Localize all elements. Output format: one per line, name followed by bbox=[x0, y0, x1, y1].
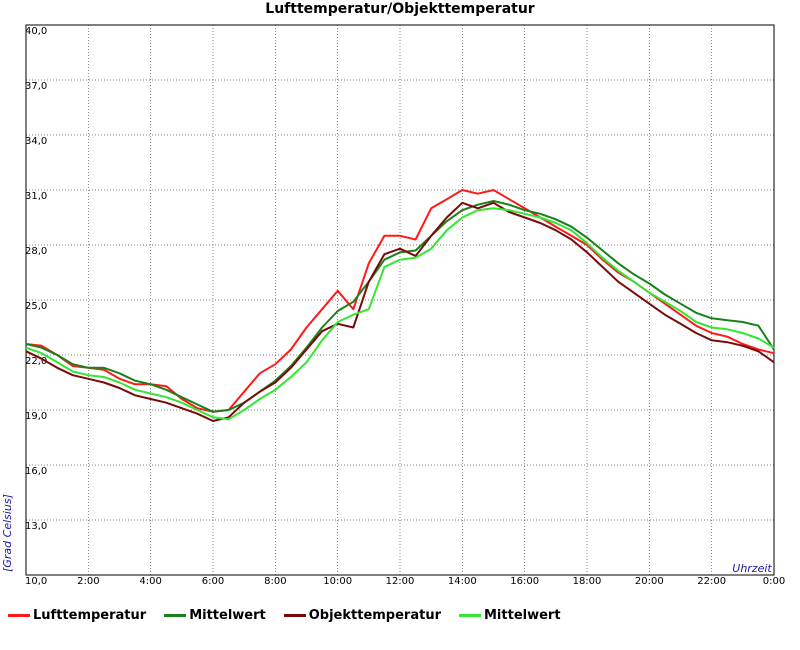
legend: Lufttemperatur Mittelwert Objekttemperat… bbox=[8, 608, 561, 623]
y-tick-label: 40,0 bbox=[25, 26, 47, 37]
legend-item-mittelwert-objekt: Mittelwert bbox=[459, 608, 561, 623]
x-axis-ticks: 10,0 2:00 4:00 6:00 8:00 10:00 12:00 14:00 16:00… bbox=[25, 576, 785, 587]
y-tick-label: 31,0 bbox=[25, 191, 47, 202]
y-tick-label: 16,0 bbox=[25, 466, 47, 477]
x-tick-label: 20:00 bbox=[635, 576, 664, 587]
series-lines bbox=[25, 189, 775, 422]
y-tick-label: 19,0 bbox=[25, 411, 47, 422]
y-axis-ticks: 13,0 16,0 19,0 22,0 25,0 28,0 31,0 34,0 37,0 40,0 bbox=[25, 26, 47, 532]
x-tick-label: 0:00 bbox=[763, 576, 785, 587]
y-axis-label: [Grad Celsius] bbox=[1, 494, 14, 572]
x-tick-label: 8:00 bbox=[264, 576, 286, 587]
legend-swatch bbox=[8, 614, 30, 617]
y-tick-label: 25,0 bbox=[25, 301, 47, 312]
x-tick-label: 4:00 bbox=[139, 576, 161, 587]
y-tick-label: 22,0 bbox=[25, 356, 47, 367]
legend-swatch bbox=[283, 614, 306, 617]
x-axis-label: Uhrzeit bbox=[732, 562, 772, 575]
chart-title: Lufttemperatur/Objekttemperatur bbox=[265, 1, 535, 17]
y-tick-label: 28,0 bbox=[25, 246, 47, 257]
legend-swatch bbox=[459, 614, 481, 617]
legend-item-mittelwert-luft: Mittelwert bbox=[164, 608, 266, 623]
y-tick-label: 34,0 bbox=[25, 136, 47, 147]
x-tick-label: 10:00 bbox=[323, 576, 352, 587]
legend-label: Lufttemperatur bbox=[33, 608, 147, 623]
x-tick-label: 22:00 bbox=[697, 576, 726, 587]
legend-item-lufttemperatur: Lufttemperatur bbox=[8, 608, 146, 623]
series-mittelwert-objekt bbox=[25, 207, 775, 421]
x-tick-label: 18:00 bbox=[573, 576, 602, 587]
plot-frame bbox=[25, 24, 775, 576]
x-tick-label: 10,0 bbox=[25, 576, 47, 587]
x-tick-label: 6:00 bbox=[202, 576, 224, 587]
legend-swatch bbox=[164, 614, 187, 617]
x-tick-label: 2:00 bbox=[77, 576, 99, 587]
temperature-chart: Lufttemperatur/Objekttemperatur 13,0 16,0… bbox=[1, 1, 785, 587]
x-tick-label: 16:00 bbox=[510, 576, 539, 587]
y-tick-label: 13,0 bbox=[25, 521, 47, 532]
x-tick-label: 14:00 bbox=[448, 576, 477, 587]
series-objekttemperatur bbox=[25, 201, 775, 422]
series-mittelwert-luft bbox=[25, 200, 775, 413]
legend-label: Mittelwert bbox=[189, 608, 266, 623]
x-tick-label: 12:00 bbox=[386, 576, 415, 587]
y-tick-label: 37,0 bbox=[25, 81, 47, 92]
legend-label: Objekttemperatur bbox=[308, 608, 441, 623]
legend-item-objekttemperatur: Objekttemperatur bbox=[283, 608, 441, 623]
legend-label: Mittelwert bbox=[484, 608, 561, 623]
